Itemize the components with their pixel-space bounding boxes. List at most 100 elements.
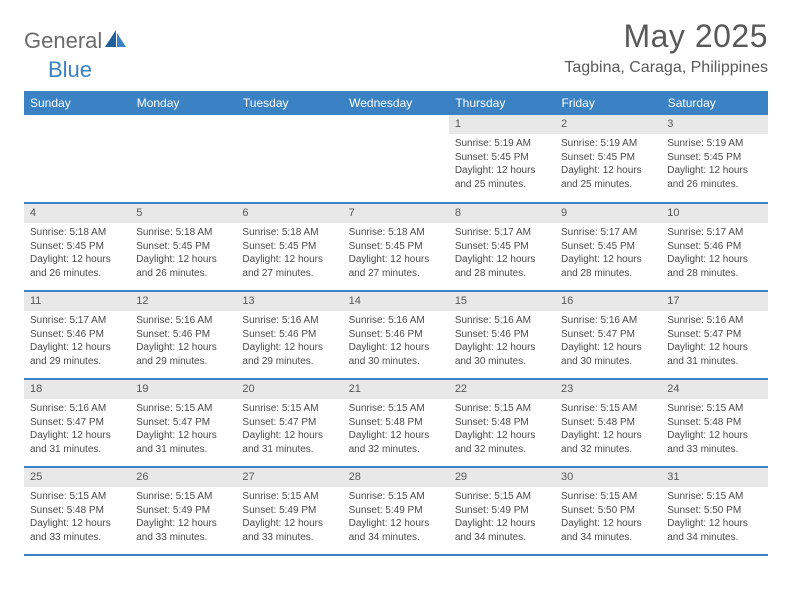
day-details: Sunrise: 5:18 AMSunset: 5:45 PMDaylight:…: [24, 223, 130, 284]
sunset-line: Sunset: 5:48 PM: [561, 416, 655, 430]
sunset-line: Sunset: 5:45 PM: [561, 151, 655, 165]
calendar-cell: 11Sunrise: 5:17 AMSunset: 5:46 PMDayligh…: [24, 291, 130, 379]
daylight-line: Daylight: 12 hours and 31 minutes.: [667, 341, 761, 368]
sunrise-line: Sunrise: 5:15 AM: [667, 402, 761, 416]
sunset-line: Sunset: 5:50 PM: [667, 504, 761, 518]
day-number: 18: [24, 380, 130, 399]
calendar-cell: 7Sunrise: 5:18 AMSunset: 5:45 PMDaylight…: [343, 203, 449, 291]
day-details: Sunrise: 5:18 AMSunset: 5:45 PMDaylight:…: [236, 223, 342, 284]
daylight-line: Daylight: 12 hours and 27 minutes.: [242, 253, 336, 280]
calendar-cell: 2Sunrise: 5:19 AMSunset: 5:45 PMDaylight…: [555, 115, 661, 203]
day-number: 6: [236, 204, 342, 223]
day-number: 5: [130, 204, 236, 223]
day-number: 9: [555, 204, 661, 223]
calendar-cell: [343, 115, 449, 203]
daylight-line: Daylight: 12 hours and 27 minutes.: [349, 253, 443, 280]
daylight-line: Daylight: 12 hours and 33 minutes.: [242, 517, 336, 544]
day-number: 29: [449, 468, 555, 487]
daylight-line: Daylight: 12 hours and 34 minutes.: [667, 517, 761, 544]
day-number: [236, 115, 342, 134]
daylight-line: Daylight: 12 hours and 32 minutes.: [349, 429, 443, 456]
day-number: 21: [343, 380, 449, 399]
sail-icon: [105, 30, 127, 53]
daylight-line: Daylight: 12 hours and 26 minutes.: [30, 253, 124, 280]
day-details: Sunrise: 5:15 AMSunset: 5:48 PMDaylight:…: [555, 399, 661, 460]
day-details: Sunrise: 5:17 AMSunset: 5:46 PMDaylight:…: [24, 311, 130, 372]
sunset-line: Sunset: 5:47 PM: [667, 328, 761, 342]
sunrise-line: Sunrise: 5:19 AM: [561, 137, 655, 151]
sunset-line: Sunset: 5:45 PM: [30, 240, 124, 254]
daylight-line: Daylight: 12 hours and 29 minutes.: [242, 341, 336, 368]
sunrise-line: Sunrise: 5:17 AM: [455, 226, 549, 240]
day-number: 15: [449, 292, 555, 311]
day-number: 25: [24, 468, 130, 487]
day-details: Sunrise: 5:15 AMSunset: 5:47 PMDaylight:…: [130, 399, 236, 460]
calendar-cell: 8Sunrise: 5:17 AMSunset: 5:45 PMDaylight…: [449, 203, 555, 291]
sunrise-line: Sunrise: 5:15 AM: [561, 402, 655, 416]
calendar-cell: 9Sunrise: 5:17 AMSunset: 5:45 PMDaylight…: [555, 203, 661, 291]
day-details: Sunrise: 5:17 AMSunset: 5:45 PMDaylight:…: [555, 223, 661, 284]
weekday-header: Sunday: [24, 91, 130, 115]
daylight-line: Daylight: 12 hours and 34 minutes.: [349, 517, 443, 544]
calendar-cell: 28Sunrise: 5:15 AMSunset: 5:49 PMDayligh…: [343, 467, 449, 555]
day-number: 11: [24, 292, 130, 311]
daylight-line: Daylight: 12 hours and 26 minutes.: [667, 164, 761, 191]
day-number: 7: [343, 204, 449, 223]
sunrise-line: Sunrise: 5:16 AM: [242, 314, 336, 328]
sunrise-line: Sunrise: 5:15 AM: [136, 490, 230, 504]
calendar-cell: 6Sunrise: 5:18 AMSunset: 5:45 PMDaylight…: [236, 203, 342, 291]
sunrise-line: Sunrise: 5:18 AM: [242, 226, 336, 240]
day-details: Sunrise: 5:19 AMSunset: 5:45 PMDaylight:…: [555, 134, 661, 195]
calendar-cell: 15Sunrise: 5:16 AMSunset: 5:46 PMDayligh…: [449, 291, 555, 379]
day-number: 31: [661, 468, 767, 487]
sunset-line: Sunset: 5:48 PM: [349, 416, 443, 430]
sunset-line: Sunset: 5:46 PM: [30, 328, 124, 342]
sunrise-line: Sunrise: 5:19 AM: [667, 137, 761, 151]
sunrise-line: Sunrise: 5:17 AM: [30, 314, 124, 328]
sunrise-line: Sunrise: 5:15 AM: [30, 490, 124, 504]
sunset-line: Sunset: 5:48 PM: [455, 416, 549, 430]
day-number: 24: [661, 380, 767, 399]
day-number: 30: [555, 468, 661, 487]
sunset-line: Sunset: 5:49 PM: [349, 504, 443, 518]
calendar-cell: [130, 115, 236, 203]
daylight-line: Daylight: 12 hours and 30 minutes.: [561, 341, 655, 368]
weekday-header: Wednesday: [343, 91, 449, 115]
sunrise-line: Sunrise: 5:15 AM: [349, 490, 443, 504]
calendar-week: 25Sunrise: 5:15 AMSunset: 5:48 PMDayligh…: [24, 467, 768, 555]
calendar-week: 11Sunrise: 5:17 AMSunset: 5:46 PMDayligh…: [24, 291, 768, 379]
daylight-line: Daylight: 12 hours and 28 minutes.: [667, 253, 761, 280]
calendar-cell: 12Sunrise: 5:16 AMSunset: 5:46 PMDayligh…: [130, 291, 236, 379]
daylight-line: Daylight: 12 hours and 29 minutes.: [136, 341, 230, 368]
sunset-line: Sunset: 5:49 PM: [455, 504, 549, 518]
day-details: Sunrise: 5:18 AMSunset: 5:45 PMDaylight:…: [343, 223, 449, 284]
sunset-line: Sunset: 5:46 PM: [242, 328, 336, 342]
sunrise-line: Sunrise: 5:18 AM: [136, 226, 230, 240]
day-number: 12: [130, 292, 236, 311]
calendar-cell: 16Sunrise: 5:16 AMSunset: 5:47 PMDayligh…: [555, 291, 661, 379]
calendar-cell: 17Sunrise: 5:16 AMSunset: 5:47 PMDayligh…: [661, 291, 767, 379]
day-details: Sunrise: 5:17 AMSunset: 5:46 PMDaylight:…: [661, 223, 767, 284]
day-number: 16: [555, 292, 661, 311]
sunset-line: Sunset: 5:45 PM: [349, 240, 443, 254]
day-details: Sunrise: 5:19 AMSunset: 5:45 PMDaylight:…: [449, 134, 555, 195]
day-number: 20: [236, 380, 342, 399]
sunset-line: Sunset: 5:47 PM: [30, 416, 124, 430]
calendar-cell: 14Sunrise: 5:16 AMSunset: 5:46 PMDayligh…: [343, 291, 449, 379]
day-number: 3: [661, 115, 767, 134]
day-details: Sunrise: 5:18 AMSunset: 5:45 PMDaylight:…: [130, 223, 236, 284]
sunrise-line: Sunrise: 5:16 AM: [455, 314, 549, 328]
day-number: 19: [130, 380, 236, 399]
calendar-cell: 19Sunrise: 5:15 AMSunset: 5:47 PMDayligh…: [130, 379, 236, 467]
sunrise-line: Sunrise: 5:16 AM: [136, 314, 230, 328]
brand-logo: General: [24, 18, 129, 54]
sunset-line: Sunset: 5:45 PM: [136, 240, 230, 254]
sunrise-line: Sunrise: 5:16 AM: [30, 402, 124, 416]
calendar-cell: 21Sunrise: 5:15 AMSunset: 5:48 PMDayligh…: [343, 379, 449, 467]
sunrise-line: Sunrise: 5:18 AM: [30, 226, 124, 240]
sunset-line: Sunset: 5:46 PM: [349, 328, 443, 342]
daylight-line: Daylight: 12 hours and 34 minutes.: [455, 517, 549, 544]
calendar-cell: 30Sunrise: 5:15 AMSunset: 5:50 PMDayligh…: [555, 467, 661, 555]
calendar-cell: 10Sunrise: 5:17 AMSunset: 5:46 PMDayligh…: [661, 203, 767, 291]
weekday-header: Friday: [555, 91, 661, 115]
